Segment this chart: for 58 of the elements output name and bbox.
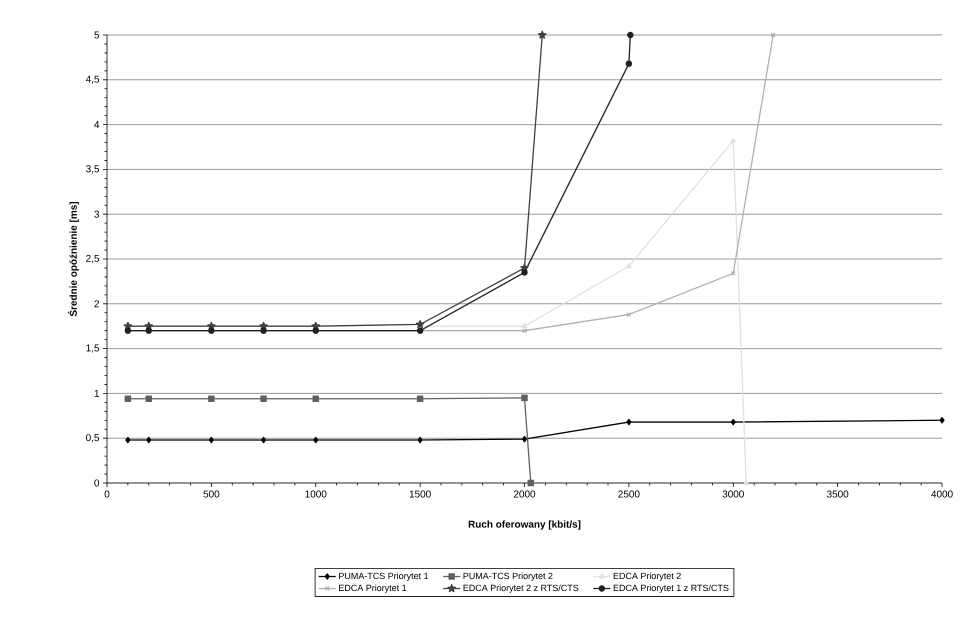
y-axis-title: Średnie opóźnienie [ms] xyxy=(68,202,79,316)
x-tick-label: 3500 xyxy=(826,490,848,498)
x-tick-label: 2500 xyxy=(618,490,640,498)
y-tick-label: 4,5 xyxy=(86,76,100,84)
point xyxy=(528,480,534,486)
point xyxy=(730,270,736,276)
y-tick-label: 3,5 xyxy=(86,165,100,174)
y-tick-label: 0 xyxy=(94,479,100,487)
point xyxy=(146,436,152,444)
point xyxy=(146,396,152,402)
point xyxy=(418,436,423,444)
x-tick-label: 0 xyxy=(104,490,110,498)
point xyxy=(538,30,546,39)
x-tick-label: 2000 xyxy=(514,490,536,498)
x-tick-label: 3000 xyxy=(722,490,744,498)
point xyxy=(260,396,267,402)
point xyxy=(939,417,945,424)
legend-label: EDCA Priorytet 1 z RTS/CTS xyxy=(614,584,729,593)
point xyxy=(627,32,634,38)
point xyxy=(124,396,132,402)
point xyxy=(312,396,319,402)
y-tick-label: 1,5 xyxy=(86,344,100,353)
point xyxy=(743,480,750,485)
point xyxy=(626,262,632,268)
y-tick-label: 0,5 xyxy=(86,434,100,442)
x-tick-label: 1000 xyxy=(305,490,326,498)
x-tick-label: 1500 xyxy=(410,490,431,498)
legend-label: EDCA Priorytet 1 xyxy=(339,584,406,593)
y-tick-label: 5 xyxy=(94,32,100,38)
point xyxy=(626,60,632,67)
x-tick-label: 500 xyxy=(203,490,220,498)
y-tick-label: 4 xyxy=(94,121,100,128)
point xyxy=(125,436,130,444)
legend-label: PUMA-TCS Priorytet 2 xyxy=(464,572,553,581)
point xyxy=(208,436,214,444)
point xyxy=(416,396,424,402)
point xyxy=(626,312,632,318)
legend-label: EDCA Priorytet 2 xyxy=(614,572,681,581)
point xyxy=(208,396,215,402)
point xyxy=(260,436,266,444)
y-tick-label: 1 xyxy=(94,390,100,397)
point xyxy=(521,269,528,276)
legend-label: EDCA Priorytet 2 z RTS/CTS xyxy=(464,584,578,593)
y-tick-label: 2,5 xyxy=(86,254,100,264)
point xyxy=(730,418,736,426)
y-tick-label: 2 xyxy=(94,300,99,308)
y-tick-label: 3 xyxy=(94,210,100,218)
point xyxy=(313,436,318,444)
point xyxy=(522,436,528,442)
point xyxy=(416,320,424,328)
x-tick-label: 4000 xyxy=(931,490,953,498)
legend-label: PUMA-TCS Priorytet 1 xyxy=(339,572,428,581)
point xyxy=(522,322,528,328)
x-axis-title: Ruch oferowany [kbit/s] xyxy=(468,520,580,530)
point xyxy=(522,328,527,334)
point xyxy=(521,394,528,402)
point xyxy=(626,418,632,426)
point xyxy=(730,137,736,143)
